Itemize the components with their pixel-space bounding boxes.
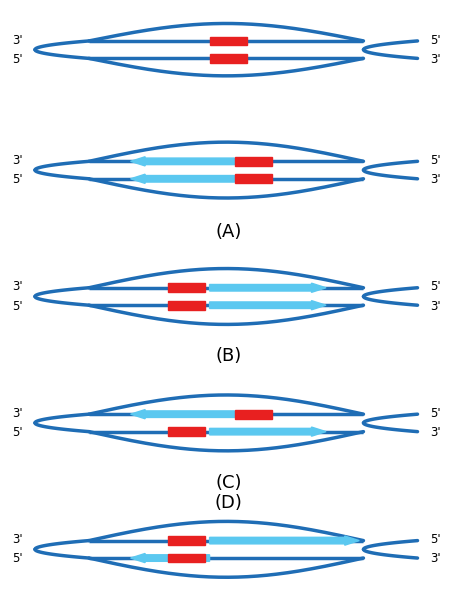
Text: 3': 3' [430, 426, 441, 439]
Bar [168, 554, 205, 562]
Bar [210, 37, 247, 45]
Text: 5': 5' [12, 173, 22, 186]
FancyArrow shape [210, 283, 326, 293]
FancyArrow shape [131, 553, 210, 563]
Bar [234, 157, 272, 166]
Text: 3': 3' [430, 553, 441, 565]
Bar [168, 301, 205, 309]
Text: 5': 5' [430, 281, 441, 293]
FancyArrow shape [210, 536, 359, 545]
Bar [168, 427, 205, 436]
Text: (C): (C) [215, 474, 242, 492]
Text: 5': 5' [12, 53, 22, 66]
Text: 3': 3' [430, 53, 441, 66]
Text: 5': 5' [12, 426, 22, 439]
Text: 3': 3' [12, 34, 22, 46]
Text: (A): (A) [215, 223, 242, 241]
Text: (B): (B) [215, 347, 242, 365]
Text: 5': 5' [12, 300, 22, 312]
Bar [210, 54, 247, 63]
Text: 3': 3' [12, 154, 22, 167]
FancyArrow shape [210, 427, 326, 436]
FancyArrow shape [131, 174, 234, 184]
Text: 3': 3' [12, 281, 22, 293]
Bar [234, 410, 272, 418]
FancyArrow shape [210, 300, 326, 310]
Bar [168, 284, 205, 292]
FancyArrow shape [131, 409, 234, 419]
Text: 5': 5' [430, 34, 441, 46]
Text: 3': 3' [430, 300, 441, 312]
Bar [234, 175, 272, 183]
Text: 5': 5' [430, 154, 441, 167]
Text: (D): (D) [215, 494, 242, 512]
Text: 5': 5' [430, 533, 441, 546]
Bar [168, 536, 205, 545]
Text: 5': 5' [12, 553, 22, 565]
Text: 3': 3' [12, 533, 22, 546]
FancyArrow shape [131, 157, 234, 166]
Text: 3': 3' [430, 173, 441, 186]
Text: 5': 5' [430, 407, 441, 420]
Text: 3': 3' [12, 407, 22, 420]
